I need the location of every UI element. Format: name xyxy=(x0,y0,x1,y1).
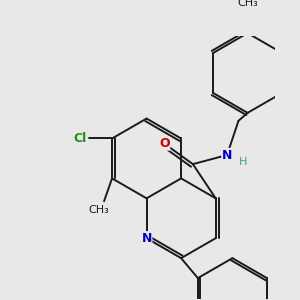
Text: N: N xyxy=(141,232,152,245)
Text: N: N xyxy=(222,148,232,161)
Text: H: H xyxy=(239,157,247,167)
Text: CH₃: CH₃ xyxy=(237,0,258,8)
Text: CH₃: CH₃ xyxy=(88,205,109,215)
Text: O: O xyxy=(159,137,170,150)
Text: Cl: Cl xyxy=(74,132,87,145)
